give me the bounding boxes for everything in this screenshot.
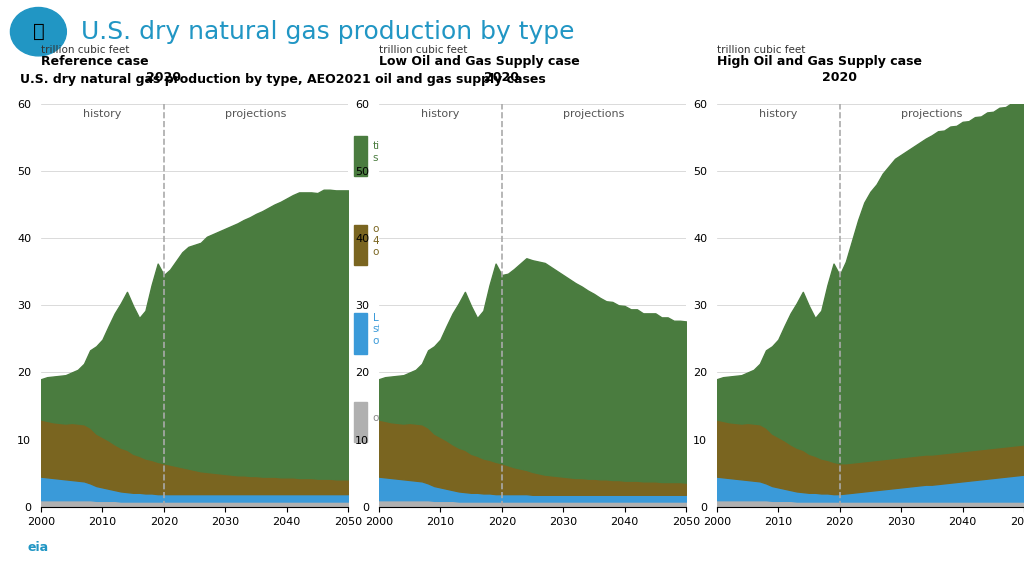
Text: 4: 4 [989,541,997,554]
Text: Reference case: Reference case [41,55,148,68]
Text: (AEO2021): (AEO2021) [394,542,454,552]
Text: Low Oil and Gas Supply case: Low Oil and Gas Supply case [379,55,580,68]
Text: projections: projections [563,109,625,119]
Text: 2020: 2020 [146,70,181,84]
Text: www.eia.gov/aeo: www.eia.gov/aeo [840,542,929,552]
Text: U.S. dry natural gas production by type: U.S. dry natural gas production by type [81,20,574,44]
Text: High Oil and Gas Supply case: High Oil and Gas Supply case [717,55,922,68]
Text: 2020: 2020 [822,70,857,84]
Text: Annual Energy Outlook 2021: Annual Energy Outlook 2021 [276,542,426,552]
Text: history: history [759,109,798,119]
Text: tight/
shale gas: tight/ shale gas [373,141,422,163]
FancyBboxPatch shape [354,225,367,265]
FancyBboxPatch shape [354,402,367,442]
Text: projections: projections [225,109,287,119]
Text: 🔥: 🔥 [33,22,44,41]
Text: U.S. dry natural gas production by type, AEO2021 oil and gas supply cases: U.S. dry natural gas production by type,… [20,73,546,86]
Text: trillion cubic feet: trillion cubic feet [379,46,467,55]
Text: other Lower
48 states
onshore: other Lower 48 states onshore [373,224,435,257]
FancyBboxPatch shape [0,526,87,569]
Text: Source: U.S. Energy Information Administration,: Source: U.S. Energy Information Administ… [82,542,336,552]
Text: other: other [373,413,400,423]
Text: trillion cubic feet: trillion cubic feet [717,46,805,55]
Text: eia: eia [28,541,48,554]
Text: 2020: 2020 [484,70,519,84]
Text: Lower 48
states
offshore: Lower 48 states offshore [373,313,421,346]
FancyBboxPatch shape [354,136,367,176]
Text: projections: projections [901,109,963,119]
FancyBboxPatch shape [354,313,367,354]
Circle shape [10,7,67,56]
Text: history: history [83,109,122,119]
Text: history: history [421,109,460,119]
Text: trillion cubic feet: trillion cubic feet [41,46,129,55]
